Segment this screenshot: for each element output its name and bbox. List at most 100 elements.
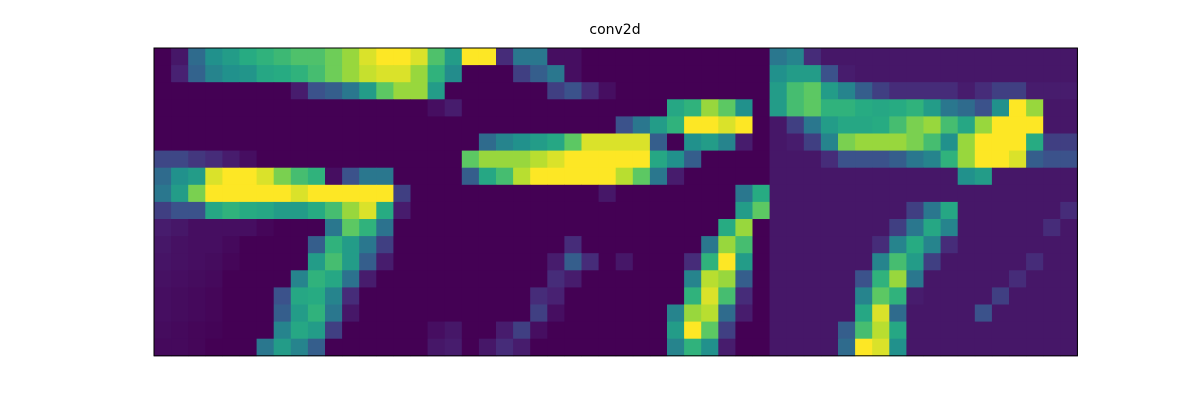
heatmap-cell bbox=[838, 133, 856, 152]
heatmap-cell bbox=[752, 65, 771, 83]
heatmap-cell bbox=[188, 287, 206, 305]
heatmap-cell bbox=[513, 338, 531, 357]
heatmap-cell bbox=[307, 338, 326, 357]
heatmap-cell bbox=[991, 167, 1010, 186]
heatmap-cell bbox=[307, 150, 326, 169]
heatmap-cell bbox=[906, 99, 924, 117]
heatmap-cell bbox=[393, 167, 411, 186]
heatmap-cell bbox=[513, 184, 531, 203]
heatmap-cell bbox=[256, 287, 275, 305]
heatmap-cell bbox=[923, 253, 942, 271]
heatmap-cell bbox=[478, 287, 497, 305]
heatmap-cell bbox=[838, 184, 856, 203]
heatmap-cell bbox=[957, 48, 976, 66]
heatmap-cell bbox=[1060, 82, 1078, 100]
heatmap-cell bbox=[359, 253, 377, 271]
heatmap-cell bbox=[359, 201, 377, 220]
heatmap-cell bbox=[701, 321, 719, 340]
heatmap-cell bbox=[513, 219, 531, 237]
heatmap-cell bbox=[735, 201, 753, 220]
heatmap-cell bbox=[684, 116, 702, 134]
heatmap-cell bbox=[478, 48, 497, 66]
heatmap-cell bbox=[581, 65, 600, 83]
heatmap-cell bbox=[667, 167, 685, 186]
heatmap-cell bbox=[171, 48, 189, 66]
heatmap-cell bbox=[393, 184, 411, 203]
heatmap-cell bbox=[547, 321, 565, 340]
heatmap-cell bbox=[478, 321, 497, 340]
heatmap-cell bbox=[803, 99, 822, 117]
heatmap-cell bbox=[307, 133, 326, 152]
heatmap-cell bbox=[615, 304, 634, 323]
heatmap-cell bbox=[581, 133, 600, 152]
heatmap-cell bbox=[256, 184, 275, 203]
heatmap-cell bbox=[906, 116, 924, 134]
heatmap-cell bbox=[222, 133, 240, 152]
heatmap-cell bbox=[496, 65, 514, 83]
heatmap-cell bbox=[872, 150, 890, 169]
heatmap-cell bbox=[923, 167, 942, 186]
heatmap-cell bbox=[427, 253, 446, 271]
heatmap-cell bbox=[1026, 48, 1044, 66]
heatmap-cell bbox=[1060, 321, 1078, 340]
heatmap-cell bbox=[974, 219, 993, 237]
heatmap-cell bbox=[1060, 116, 1078, 134]
heatmap-cell bbox=[974, 338, 993, 357]
heatmap-cell bbox=[889, 82, 907, 100]
heatmap-cell bbox=[205, 99, 223, 117]
heatmap-cell bbox=[256, 270, 275, 288]
heatmap-cell bbox=[957, 270, 976, 288]
heatmap-cell bbox=[615, 184, 634, 203]
heatmap-cell bbox=[1026, 321, 1044, 340]
heatmap-cell bbox=[786, 48, 805, 66]
heatmap-cell bbox=[1043, 99, 1061, 117]
heatmap-cell bbox=[735, 219, 753, 237]
heatmap-cell bbox=[444, 150, 463, 169]
heatmap-cell bbox=[273, 116, 292, 134]
heatmap-cell bbox=[1060, 219, 1078, 237]
heatmap-cell bbox=[410, 201, 429, 220]
heatmap-cell bbox=[769, 150, 788, 169]
heatmap-cell bbox=[838, 167, 856, 186]
heatmap-cell bbox=[906, 48, 924, 66]
heatmap-cell bbox=[752, 116, 771, 134]
heatmap-cell bbox=[803, 270, 822, 288]
heatmap-cell bbox=[820, 65, 839, 83]
heatmap-cell bbox=[991, 150, 1010, 169]
heatmap-cell bbox=[803, 116, 822, 134]
heatmap-cell bbox=[393, 253, 411, 271]
heatmap-cell bbox=[444, 338, 463, 357]
heatmap-cell bbox=[991, 82, 1010, 100]
heatmap-cell bbox=[222, 99, 240, 117]
heatmap-cell bbox=[359, 150, 377, 169]
heatmap-cell bbox=[478, 304, 497, 323]
heatmap-cell bbox=[461, 48, 480, 66]
heatmap-cell bbox=[667, 253, 685, 271]
heatmap-cell bbox=[513, 82, 531, 100]
heatmap-cell bbox=[427, 82, 446, 100]
heatmap-cell bbox=[991, 99, 1010, 117]
heatmap-cell bbox=[803, 150, 822, 169]
heatmap-cell bbox=[478, 116, 497, 134]
heatmap-cell bbox=[154, 99, 172, 117]
heatmap-cell bbox=[974, 270, 993, 288]
heatmap-cell bbox=[307, 201, 326, 220]
heatmap-cell bbox=[513, 65, 531, 83]
heatmap-cell bbox=[923, 287, 942, 305]
heatmap-cell bbox=[239, 304, 258, 323]
heatmap-cell bbox=[615, 133, 634, 152]
heatmap-cell bbox=[649, 304, 668, 323]
heatmap-cell bbox=[564, 253, 582, 271]
heatmap-cell bbox=[496, 304, 514, 323]
heatmap-cell bbox=[684, 99, 702, 117]
heatmap-cell bbox=[410, 338, 429, 357]
heatmap-cell bbox=[307, 99, 326, 117]
heatmap-cell bbox=[820, 116, 839, 134]
heatmap-cell bbox=[889, 201, 907, 220]
heatmap-cell bbox=[735, 184, 753, 203]
heatmap-cell bbox=[496, 133, 514, 152]
heatmap-cell bbox=[769, 304, 788, 323]
heatmap-cell bbox=[273, 253, 292, 271]
heatmap-cell bbox=[513, 99, 531, 117]
